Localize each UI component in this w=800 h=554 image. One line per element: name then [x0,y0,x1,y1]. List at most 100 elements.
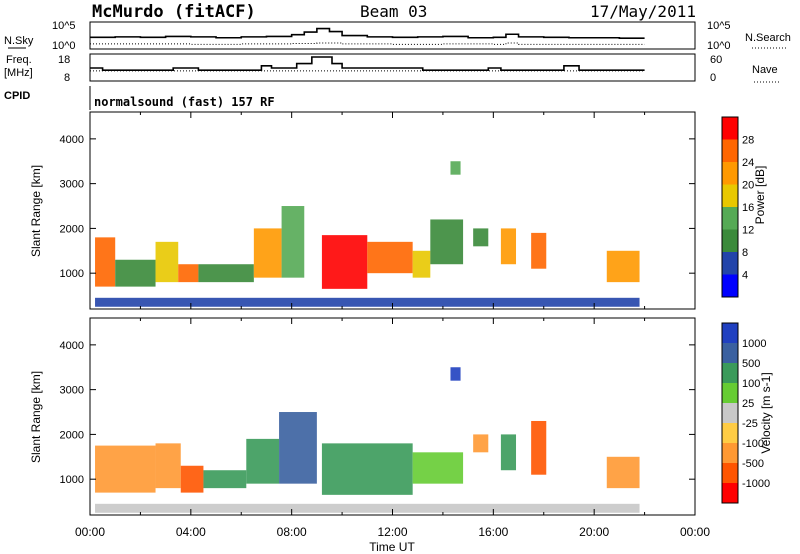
power-cbar-swatch-4 [722,207,738,230]
time-tick-label-2: 08:00 [277,525,307,539]
nave-label: Nave [752,64,778,76]
velocity-patch-2 [180,465,204,493]
velocity-cbar-label-2: 100 [742,378,760,390]
power-cbar-swatch-2 [722,162,738,185]
noise-search-line [90,42,645,45]
power-ytick-label-0: 1000 [60,268,84,280]
velocity-cbar-swatch-1 [722,343,738,364]
power-colorbar-label: Power [dB] [753,166,767,225]
time-tick-label-4: 16:00 [478,525,508,539]
velocity-patch-5 [279,412,317,484]
freq-label-bottom: [MHz] [4,67,33,79]
velocity-patch-3 [203,470,247,489]
power-patch-6 [281,206,305,278]
power-patch-5 [253,228,282,278]
time-tick-label-6: 00:00 [680,525,710,539]
nave-tick-bottom: 0 [710,72,716,84]
time-tick-label-0: 00:00 [75,525,105,539]
velocity-cbar-label-3: 25 [742,398,754,410]
power-patch-1 [115,259,156,287]
velocity-ytick-label-0: 1000 [60,474,84,486]
velocity-cbar-label-0: 1000 [742,338,766,350]
noise-left-label: N.Sky [4,35,34,47]
time-tick-label-1: 04:00 [176,525,206,539]
velocity-patch-4 [246,438,280,484]
velocity-patch-8 [450,367,461,381]
velocity-patch-0 [95,445,156,493]
power-patch-16 [95,297,640,307]
time-tick-label-3: 12:00 [377,525,407,539]
power-cbar-label-5: 24 [742,157,754,169]
power-patch-2 [155,241,179,283]
velocity-cbar-label-7: -1000 [742,478,770,490]
noise-frame [89,21,696,50]
noise-right-tick-top: 10^5 [707,20,731,32]
power-patch-11 [450,161,461,175]
freq-tick-top: 18 [58,54,70,66]
power-ytick-label-2: 3000 [60,179,84,191]
velocity-patch-12 [606,456,640,489]
velocity-ylabel: Slant Range [km] [29,371,43,463]
cpid-label: CPID [4,90,30,102]
power-cbar-swatch-7 [722,274,738,298]
velocity-cbar-frame [721,322,739,504]
velocity-cbar-swatch-2 [722,363,738,384]
noise-right-tick-bottom: 10^0 [707,40,731,52]
velocity-patch-11 [531,420,547,475]
velocity-cbar-label-5: -100 [742,438,764,450]
freq-series-line [90,56,645,71]
power-cbar-swatch-0 [722,117,738,140]
velocity-cbar-label-4: -25 [742,418,758,430]
power-patch-0 [95,237,116,287]
power-cbar-label-4: 20 [742,180,754,192]
power-patch-4 [198,264,254,283]
velocity-ytick-label-2: 3000 [60,385,84,397]
power-patch-10 [430,219,464,265]
time-tick-label-5: 20:00 [579,525,609,539]
velocity-cbar-swatch-0 [722,323,738,344]
power-cbar-swatch-6 [722,252,738,275]
velocity-cbar-swatch-8 [722,483,738,504]
program-label: normalsound (fast) 157 RF [94,95,275,109]
noise-panel: N.Sky 10^5 10^0 10^5 10^0 N.Search [4,20,791,52]
power-patch-8 [367,241,413,274]
noise-sky-line [90,27,645,39]
velocity-ytick-label-1: 2000 [60,429,84,441]
frequency-panel: Freq. [MHz] 18 8 60 0 Nave CPID normalso… [4,53,780,110]
power-ytick-label-3: 4000 [60,134,84,146]
velocity-cbar-swatch-7 [722,463,738,484]
power-patch-3 [178,264,199,283]
power-patch-9 [412,250,431,278]
velocity-cbar-swatch-3 [722,383,738,404]
velocity-patch-9 [473,434,489,453]
time-xlabel: Time UT [369,540,415,554]
power-cbar-label-0: 4 [742,270,748,282]
power-patch-13 [500,228,517,265]
power-cbar-label-3: 16 [742,202,754,214]
power-ylabel: Slant Range [km] [29,165,43,257]
nave-tick-top: 60 [710,54,722,66]
power-cbar-label-1: 8 [742,247,748,259]
power-cbar-label-6: 28 [742,135,754,147]
velocity-cbar-swatch-4 [722,403,738,424]
velocity-colorbar-label: Velocity [m s-1] [759,372,773,453]
velocity-panel: 1000 2000 3000 4000 Slant Range [km] 1000 50… [29,317,773,554]
velocity-cbar-label-1: 500 [742,358,760,370]
power-patch-14 [531,232,547,269]
noise-right-label: N.Search [745,32,791,44]
power-patch-7 [321,235,368,289]
power-cbar-swatch-3 [722,184,738,208]
power-cbar-label-2: 12 [742,225,754,237]
power-patch-15 [606,250,640,283]
velocity-patch-7 [412,452,464,484]
velocity-cbar-swatch-5 [722,423,738,444]
velocity-patch-6 [321,443,413,495]
power-panel: 1000 2000 3000 4000 Slant Range [km] 4 8 12 16… [29,111,767,310]
velocity-cbar-label-6: -500 [742,458,764,470]
power-ytick-label-1: 2000 [60,223,84,235]
noise-left-tick-top: 10^5 [52,20,76,32]
velocity-ytick-label-3: 4000 [60,340,84,352]
velocity-patch-13 [95,503,640,513]
beam-title: Beam 03 [360,2,427,21]
